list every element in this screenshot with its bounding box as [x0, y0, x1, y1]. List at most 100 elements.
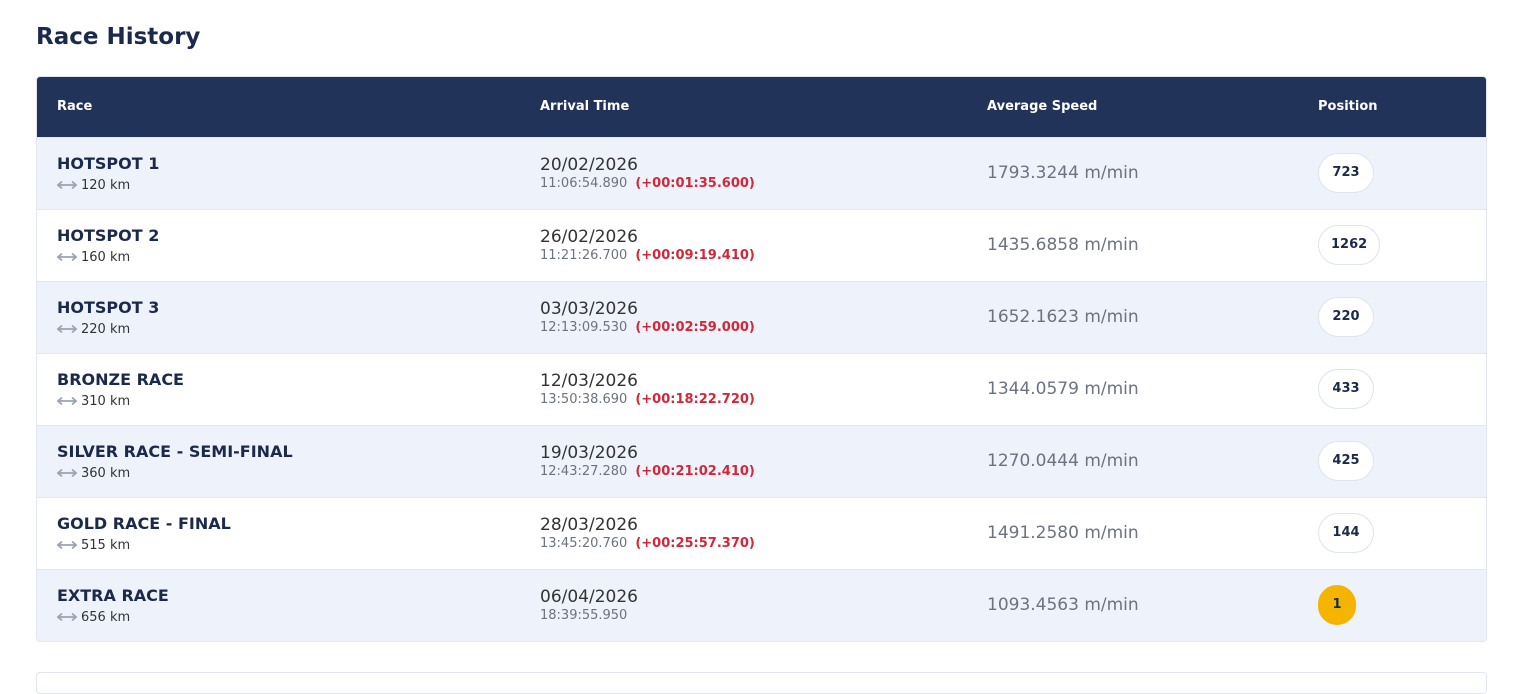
- arrival-time-line: 13:50:38.690 (+00:18:22.720): [540, 392, 987, 407]
- distance-value: 515 km: [81, 537, 131, 553]
- arrival-cell: 28/03/2026 13:45:20.760 (+00:25:57.370): [540, 497, 987, 569]
- position-badge: 144: [1318, 513, 1374, 553]
- arrival-time-line: 11:06:54.890 (+00:01:35.600): [540, 176, 987, 191]
- race-distance: 160 km: [57, 250, 540, 265]
- speed-cell: 1652.1623 m/min: [987, 281, 1318, 353]
- race-distance: 515 km: [57, 538, 540, 553]
- arrival-date: 06/04/2026: [540, 587, 638, 608]
- column-header: Arrival Time: [540, 99, 630, 115]
- race-name: BRONZE RACE: [57, 369, 184, 389]
- arrival-cell: 19/03/2026 12:43:27.280 (+00:21:02.410): [540, 425, 987, 497]
- arrival-time: 12:43:27.280: [540, 464, 628, 479]
- time-gap: (+00:01:35.600): [635, 176, 755, 191]
- speed-cell: 1491.2580 m/min: [987, 497, 1318, 569]
- position-cell: 425: [1318, 425, 1486, 497]
- page: Race History Race Arrival Time Average Spe…: [36, 24, 1487, 694]
- race-row: SILVER RACE - SEMI-FINAL 360 km 19/03/2026…: [37, 425, 1486, 497]
- header-row: Race Arrival Time Average Speed Position: [37, 77, 1486, 137]
- race-table: Race Arrival Time Average Speed Position HO…: [37, 77, 1486, 641]
- average-speed: 1093.4563 m/min: [987, 595, 1139, 616]
- distance-icon: [57, 468, 77, 478]
- arrival-date: 28/03/2026: [540, 515, 638, 535]
- average-speed: 1270.0444 m/min: [987, 451, 1139, 471]
- distance-value: 360 km: [81, 465, 131, 481]
- race-name: HOTSPOT 1: [57, 153, 160, 173]
- race-distance: 310 km: [57, 394, 540, 409]
- distance-value: 120 km: [81, 177, 131, 193]
- race-row: BRONZE RACE 310 km 12/03/2026 13:50:38.690 (…: [37, 353, 1486, 425]
- distance-value: 220 km: [81, 321, 131, 337]
- distance-icon: [57, 613, 77, 622]
- distance-icon: [57, 252, 77, 262]
- arrival-cell: 03/03/2026 12:13:09.530 (+00:02:59.000): [540, 281, 987, 353]
- arrival-date: 12/03/2026: [540, 371, 638, 391]
- position-badge: 1: [1318, 585, 1356, 626]
- arrival-date: 26/02/2026: [540, 227, 638, 247]
- race-cell: HOTSPOT 3 220 km: [37, 281, 540, 353]
- race-name: HOTSPOT 3: [57, 297, 160, 317]
- position-cell: 144: [1318, 497, 1486, 569]
- table-body: HOTSPOT 1 120 km 20/02/2026 11:06:54.890 (+0…: [37, 137, 1486, 641]
- arrival-cell: 20/02/2026 11:06:54.890 (+00:01:35.600): [540, 137, 987, 209]
- column-header: Position: [1318, 99, 1378, 115]
- speed-cell: 1093.4563 m/min: [987, 569, 1318, 641]
- arrival-time: 11:21:26.700: [540, 248, 628, 263]
- race-cell: EXTRA RACE 656 km: [37, 569, 540, 641]
- average-speed: 1344.0579 m/min: [987, 379, 1139, 399]
- distance-value: 160 km: [81, 249, 131, 265]
- race-row: HOTSPOT 1 120 km 20/02/2026 11:06:54.890 (+0…: [37, 137, 1486, 209]
- arrival-cell: 26/02/2026 11:21:26.700 (+00:09:19.410): [540, 209, 987, 281]
- position-badge: 425: [1318, 441, 1374, 481]
- next-card: [36, 672, 1487, 694]
- distance-icon: [57, 180, 77, 190]
- arrival-time: 12:13:09.530: [540, 320, 628, 335]
- race-row: EXTRA RACE 656 km 06/04/2026 18:39:55.950 10…: [37, 569, 1486, 641]
- race-distance: 220 km: [57, 322, 540, 337]
- time-gap: (+00:09:19.410): [635, 248, 755, 263]
- distance-icon: [57, 540, 77, 550]
- race-row: HOTSPOT 2 160 km 26/02/2026 11:21:26.700 (+0…: [37, 209, 1486, 281]
- arrival-time: 18:39:55.950: [540, 608, 628, 624]
- race-name: HOTSPOT 2: [57, 225, 160, 245]
- race-table-card: Race Arrival Time Average Speed Position HO…: [36, 76, 1487, 642]
- arrival-time-line: 11:21:26.700 (+00:09:19.410): [540, 248, 987, 263]
- arrival-date: 19/03/2026: [540, 443, 638, 463]
- race-cell: GOLD RACE - FINAL 515 km: [37, 497, 540, 569]
- race-name: SILVER RACE - SEMI-FINAL: [57, 441, 293, 461]
- position-cell: 433: [1318, 353, 1486, 425]
- time-gap: (+00:25:57.370): [635, 536, 755, 551]
- average-speed: 1652.1623 m/min: [987, 307, 1139, 327]
- arrival-time: 13:50:38.690: [540, 392, 628, 407]
- position-badge: 433: [1318, 369, 1374, 409]
- speed-cell: 1344.0579 m/min: [987, 353, 1318, 425]
- arrival-date: 20/02/2026: [540, 155, 638, 175]
- arrival-date: 03/03/2026: [540, 299, 638, 319]
- distance-icon: [57, 324, 77, 334]
- race-cell: BRONZE RACE 310 km: [37, 353, 540, 425]
- arrival-cell: 06/04/2026 18:39:55.950: [540, 569, 987, 641]
- race-distance: 360 km: [57, 466, 540, 481]
- arrival-time-line: 18:39:55.950: [540, 608, 987, 623]
- arrival-time-line: 12:13:09.530 (+00:02:59.000): [540, 320, 987, 335]
- arrival-cell: 12/03/2026 13:50:38.690 (+00:18:22.720): [540, 353, 987, 425]
- time-gap: (+00:18:22.720): [635, 392, 755, 407]
- race-cell: HOTSPOT 1 120 km: [37, 137, 540, 209]
- time-gap: (+00:02:59.000): [635, 320, 755, 335]
- arrival-time-line: 13:45:20.760 (+00:25:57.370): [540, 536, 987, 551]
- average-speed: 1491.2580 m/min: [987, 523, 1139, 543]
- distance-icon: [57, 396, 77, 406]
- average-speed: 1435.6858 m/min: [987, 235, 1139, 255]
- race-distance: 656 km: [57, 610, 540, 625]
- column-header: Race: [57, 99, 93, 115]
- average-speed: 1793.3244 m/min: [987, 163, 1139, 183]
- position-badge: 1262: [1318, 225, 1381, 265]
- position-badge: 220: [1318, 297, 1374, 337]
- arrival-time: 13:45:20.760: [540, 536, 628, 551]
- arrival-time-line: 12:43:27.280 (+00:21:02.410): [540, 464, 987, 479]
- speed-cell: 1270.0444 m/min: [987, 425, 1318, 497]
- race-cell: SILVER RACE - SEMI-FINAL 360 km: [37, 425, 540, 497]
- position-cell: 1262: [1318, 209, 1486, 281]
- distance-value: 656 km: [81, 609, 131, 625]
- speed-cell: 1793.3244 m/min: [987, 137, 1318, 209]
- column-header: Average Speed: [987, 99, 1098, 115]
